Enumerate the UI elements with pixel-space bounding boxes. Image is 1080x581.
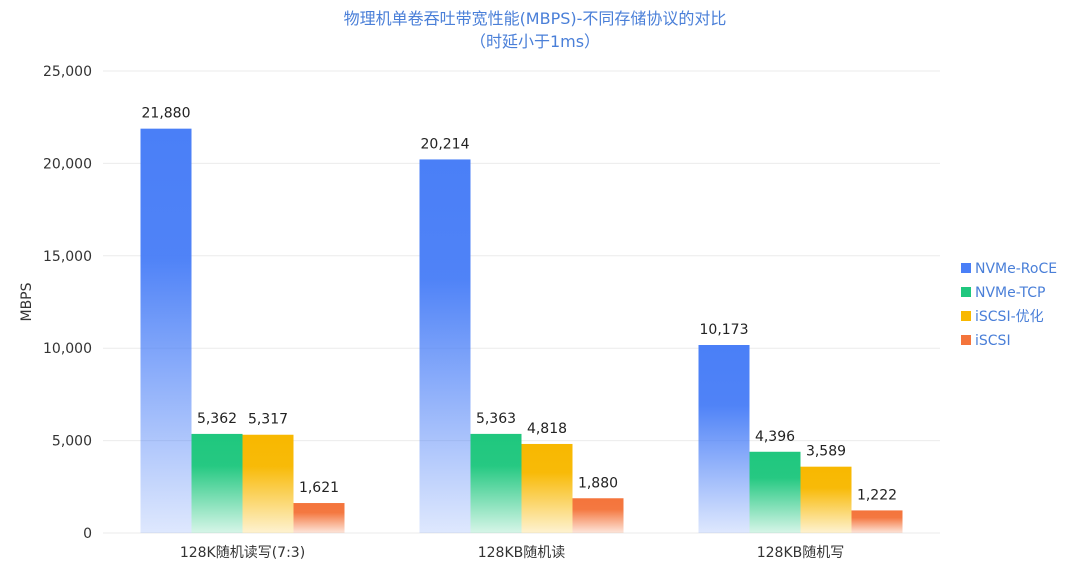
y-axis: 0 5,000 10,000 15,000 20,000 25,000 [43,64,92,542]
bar-iscsi [293,503,345,533]
bar-nvme-tcp [191,433,243,533]
y-axis-title: MBPS [19,282,35,321]
data-label: 4,396 [755,429,795,445]
legend-swatch [961,335,971,345]
data-label: 21,880 [142,106,191,122]
data-label: 4,818 [527,421,567,437]
bar-nvme-tcp [470,433,522,533]
x-tick-label: 128KB随机读 [478,544,566,561]
bar-nvme-roce [698,345,750,533]
data-label: 5,362 [197,411,237,427]
bar-iscsi- [800,466,852,533]
bar-nvme-roce [140,128,192,533]
y-tick-label: 0 [83,526,92,542]
legend-swatch [961,263,971,273]
legend-swatch [961,311,971,321]
y-tick-label: 20,000 [43,156,92,172]
y-tick-label: 5,000 [52,434,92,450]
legend-swatch [961,287,971,297]
data-label: 10,173 [700,322,749,338]
bar-nvme-tcp [749,451,801,533]
legend-label: iSCSI-优化 [975,309,1044,325]
legend-label: NVMe-TCP [975,285,1045,301]
data-label: 1,880 [578,475,618,491]
bar-nvme-roce [419,159,471,533]
y-tick-label: 15,000 [43,249,92,265]
x-axis: 128K随机读写(7:3) 128KB随机读 128KB随机写 [180,544,844,561]
bar-iscsi- [521,443,573,533]
x-tick-label: 128K随机读写(7:3) [180,544,305,561]
x-tick-label: 128KB随机写 [757,545,845,561]
legend: NVMe-RoCE NVMe-TCP iSCSI-优化 iSCSI [961,261,1057,349]
bar-iscsi [572,498,624,533]
legend-label: iSCSI [975,333,1011,349]
data-label: 3,589 [806,444,846,460]
data-label: 20,214 [421,136,470,152]
data-label: 1,222 [857,487,897,503]
y-tick-label: 25,000 [43,64,92,80]
legend-label: NVMe-RoCE [975,261,1057,277]
y-tick-label: 10,000 [43,341,92,357]
data-label: 5,317 [248,412,288,428]
data-label: 1,621 [299,480,339,496]
bars: 21,880 5,362 5,317 1,621 20,214 5,363 4,818 1,8… [140,106,903,533]
data-label: 5,363 [476,411,516,427]
bar-iscsi- [242,434,294,533]
bar-iscsi [851,510,903,533]
chart-title: 物理机单卷吞吐带宽性能(MBPS)-不同存储协议的对比 [344,9,727,28]
chart-subtitle: （时延小于1ms） [470,32,600,51]
